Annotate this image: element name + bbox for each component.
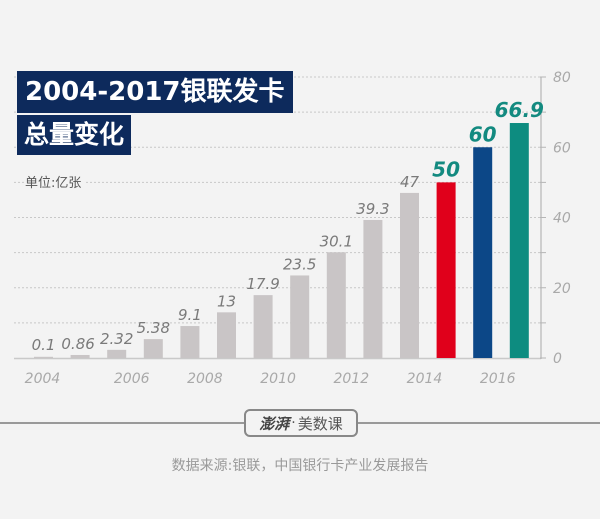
x-tick-label: 2014	[407, 371, 443, 387]
data-label-2004: 0.1	[32, 336, 56, 354]
y-tick-label: 80	[553, 70, 571, 86]
bar-2008	[180, 326, 200, 358]
data-label-2014: 47	[400, 173, 420, 191]
data-label-2009: 13	[217, 292, 236, 310]
bar-2014	[400, 192, 419, 358]
y-tick-label: 60	[553, 140, 571, 156]
x-tick-label: 2004	[25, 371, 61, 387]
data-label-2015: 50	[432, 157, 460, 181]
bar-2011	[290, 275, 310, 358]
data-source: 数据来源:银联，中国银行卡产业发展报告	[171, 458, 429, 474]
bar-2007	[143, 339, 163, 358]
bar-2004	[34, 356, 53, 358]
y-tick-label: 0	[553, 351, 562, 367]
data-label-2016: 60	[469, 122, 497, 146]
y-tick-label: 40	[553, 211, 571, 227]
publisher-logo: 澎湃 · 美数课	[244, 409, 358, 437]
bar-2013	[363, 219, 383, 358]
x-tick-label: 2008	[187, 371, 223, 387]
unit-label: 单位:亿张	[25, 172, 85, 191]
data-label-2006: 2.32	[100, 330, 133, 348]
logo-dot: ·	[291, 415, 296, 431]
bar-2010	[253, 295, 273, 358]
logo-brand: 澎湃	[259, 414, 290, 433]
x-tick-label: 2006	[114, 371, 150, 387]
data-label-2012: 30.1	[320, 232, 353, 250]
logo-sub: 美数课	[297, 414, 343, 433]
data-label-2017: 66.9	[495, 98, 544, 122]
bar-2006	[107, 349, 127, 358]
bar-2017	[509, 123, 529, 358]
x-tick-label: 2016	[480, 371, 516, 387]
data-label-2005: 0.86	[61, 335, 94, 353]
bar-2015	[436, 182, 456, 358]
x-tick-label: 2012	[333, 371, 369, 387]
bar-2012	[326, 252, 346, 358]
data-label-2013: 39.3	[356, 200, 389, 218]
bar-2005	[70, 354, 90, 358]
data-label-2008: 9.1	[178, 306, 202, 324]
bar-2009	[217, 312, 236, 358]
chart-title: 2004-2017银联发卡	[17, 71, 293, 113]
data-label-2010: 17.9	[246, 275, 279, 293]
data-label-2011: 23.5	[283, 255, 316, 273]
chart-subtitle: 总量变化	[17, 115, 132, 155]
y-tick-label: 20	[553, 281, 571, 297]
bar-2016	[473, 147, 493, 358]
data-label-2007: 5.38	[137, 319, 170, 337]
x-tick-label: 2010	[260, 371, 296, 387]
